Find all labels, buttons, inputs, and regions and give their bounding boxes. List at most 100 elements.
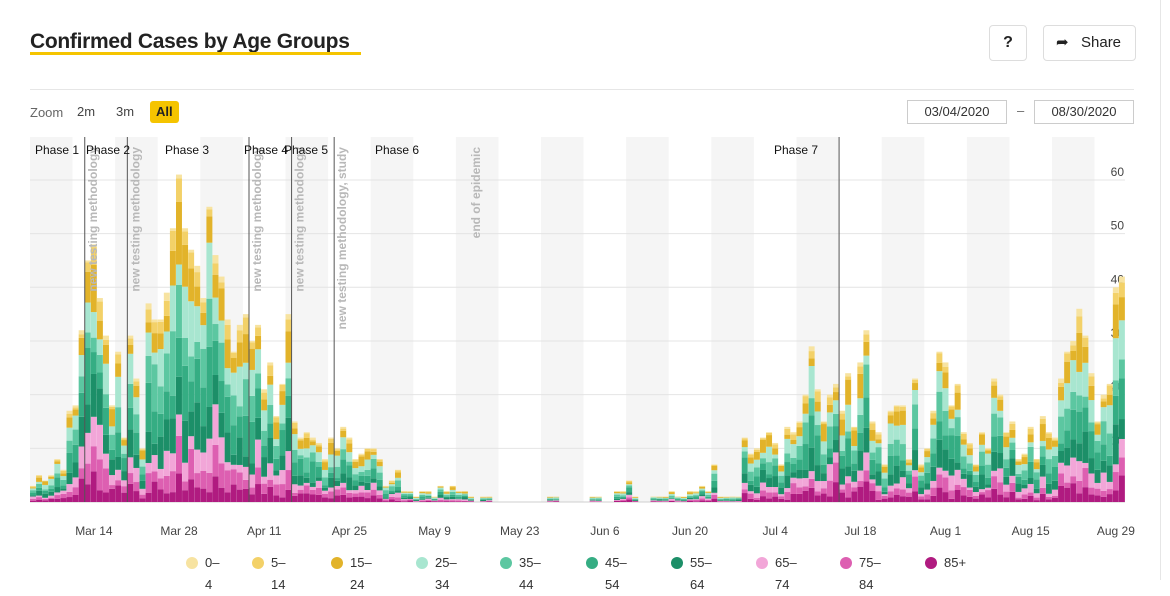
bar-segment — [401, 493, 407, 494]
bar-segment — [298, 455, 304, 459]
bar-segment — [200, 452, 206, 470]
bar-segment — [176, 285, 182, 338]
bar-segment — [292, 462, 298, 476]
bar-segment — [991, 476, 997, 489]
bar-segment — [1028, 434, 1034, 442]
bar-segment — [827, 397, 833, 404]
bar-segment — [742, 438, 748, 440]
bar-segment — [127, 484, 133, 502]
bar-segment — [273, 422, 279, 439]
bar-segment — [997, 400, 1003, 411]
bar-segment — [936, 371, 942, 392]
bar-segment — [480, 500, 486, 501]
bar-segment — [158, 478, 164, 489]
bar-segment — [286, 314, 292, 319]
bar-segment — [943, 373, 949, 389]
bar-segment — [231, 465, 237, 469]
bar-segment — [127, 473, 133, 484]
bar-segment — [164, 493, 170, 502]
bar-segment — [906, 460, 912, 463]
bar-segment — [231, 485, 237, 502]
bar-segment — [1022, 485, 1028, 488]
bar-segment — [687, 500, 693, 501]
bar-segment — [894, 456, 900, 466]
bar-segment — [888, 412, 894, 415]
bar-segment — [754, 500, 760, 502]
bar-segment — [1095, 421, 1101, 422]
bar-segment — [352, 468, 358, 474]
bar-segment — [1101, 421, 1107, 444]
bar-segment — [261, 446, 267, 457]
bar-segment — [316, 488, 322, 495]
legend-swatch — [186, 557, 198, 569]
bar-segment — [213, 375, 219, 404]
bar-segment — [967, 444, 973, 448]
bar-segment — [243, 480, 249, 489]
bar-segment — [182, 490, 188, 502]
phase-label: Phase 1 — [35, 143, 79, 157]
bar-segment — [377, 460, 383, 462]
bar-segment — [705, 493, 711, 495]
bar-segment — [1052, 496, 1058, 498]
bar-segment — [821, 473, 827, 481]
bar-segment — [340, 473, 346, 482]
bar-segment — [261, 431, 267, 446]
x-tick-label: Jun 6 — [590, 524, 620, 538]
bar-segment — [231, 469, 237, 484]
bar-segment — [955, 417, 961, 436]
bar-segment — [377, 459, 383, 460]
bar-segment — [784, 492, 790, 500]
bar-segment — [30, 493, 36, 496]
bar-segment — [444, 492, 450, 494]
bar-segment — [237, 416, 243, 437]
date-from-input[interactable]: 03/04/2020 — [907, 100, 1007, 124]
bar-segment — [900, 405, 906, 407]
bar-segment — [955, 385, 961, 392]
bar-segment — [85, 333, 91, 348]
bar-segment — [760, 438, 766, 439]
bar-segment — [79, 338, 85, 355]
date-to-input[interactable]: 08/30/2020 — [1034, 100, 1134, 124]
bar-segment — [54, 459, 60, 460]
bar-segment — [286, 451, 292, 470]
bar-segment — [961, 440, 967, 445]
zoom-all-button[interactable]: All — [150, 101, 179, 123]
bar-segment — [121, 486, 127, 492]
help-button[interactable]: ? — [989, 25, 1027, 61]
bar-segment — [346, 498, 352, 502]
bar-segment — [699, 491, 705, 494]
legend-swatch — [756, 557, 768, 569]
bar-segment — [1107, 434, 1113, 456]
bar-segment — [170, 251, 176, 286]
bar-segment — [395, 470, 401, 471]
bar-segment — [924, 499, 930, 502]
bar-segment — [273, 439, 279, 446]
bar-segment — [711, 493, 717, 495]
bar-segment — [1016, 465, 1022, 474]
bar-segment — [255, 336, 261, 349]
bar-segment — [182, 481, 188, 490]
bar-segment — [42, 491, 48, 494]
bar-segment — [103, 435, 109, 454]
bar-segment — [1064, 354, 1070, 362]
bar-segment — [292, 476, 298, 484]
bar-segment — [48, 476, 54, 477]
bar-segment — [30, 497, 36, 499]
bar-segment — [815, 481, 821, 491]
bar-segment — [754, 448, 760, 450]
bar-segment — [924, 473, 930, 484]
bar-segment — [936, 421, 942, 440]
bar-segment — [651, 501, 657, 502]
bar-segment — [79, 479, 85, 502]
bar-segment — [669, 494, 675, 496]
bar-segment — [754, 452, 760, 460]
bar-segment — [261, 477, 267, 484]
bar-segment — [1076, 493, 1082, 502]
bar-segment — [419, 500, 425, 501]
zoom-3m-button[interactable]: 3m — [110, 101, 140, 123]
bar-segment — [797, 421, 803, 422]
bar-segment — [304, 438, 310, 448]
zoom-2m-button[interactable]: 2m — [71, 101, 101, 123]
bar-segment — [778, 499, 784, 502]
share-button[interactable]: ➦ Share — [1043, 25, 1136, 61]
